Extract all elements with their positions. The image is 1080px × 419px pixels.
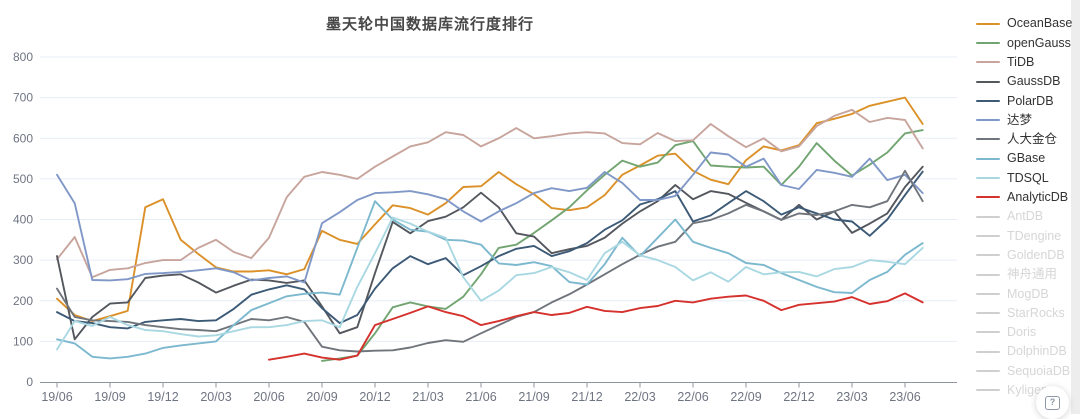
svg-text:21/03: 21/03 (412, 390, 443, 404)
legend-line-swatch (976, 196, 1000, 199)
legend-item-SequoiaDB[interactable]: SequoiaDB (976, 361, 1072, 380)
legend-line-swatch (976, 292, 1000, 295)
legend-item-MogDB[interactable]: MogDB (976, 284, 1072, 303)
legend-label: MogDB (1007, 286, 1049, 301)
legend-item-StarRocks[interactable]: StarRocks (976, 303, 1072, 322)
legend-line-swatch (976, 99, 1000, 102)
svg-text:22/06: 22/06 (677, 390, 708, 404)
legend-item-GBase[interactable]: GBase (976, 149, 1072, 168)
legend-item-神舟通用[interactable]: 神舟通用 (976, 265, 1072, 284)
legend-item-AnalyticDB[interactable]: AnalyticDB (976, 188, 1072, 207)
legend-item-PolarDB[interactable]: PolarDB (976, 91, 1072, 110)
legend-line-swatch (976, 157, 1000, 160)
svg-text:22/09: 22/09 (730, 390, 761, 404)
page-title: 墨天轮中国数据库流行度排行 (325, 16, 534, 33)
legend-item-OceanBase[interactable]: OceanBase (976, 14, 1072, 33)
series-line-TDSQL[interactable] (56, 216, 924, 351)
svg-text:22/03: 22/03 (624, 390, 655, 404)
svg-text:23/06: 23/06 (889, 390, 920, 404)
svg-text:600: 600 (13, 131, 33, 145)
help-button[interactable]: ? (1036, 386, 1069, 419)
svg-text:21/12: 21/12 (571, 390, 602, 404)
series-line-PolarDB[interactable] (56, 170, 924, 330)
legend-label: openGauss (1007, 35, 1071, 50)
legend-label: GaussDB (1007, 74, 1061, 89)
svg-text:700: 700 (13, 91, 33, 105)
svg-text:23/03: 23/03 (836, 390, 867, 404)
legend-label: TiDB (1007, 54, 1035, 69)
legend-item-Doris[interactable]: Doris (976, 323, 1072, 342)
svg-text:0: 0 (26, 375, 33, 389)
legend-label: AntDB (1007, 209, 1044, 224)
svg-text:200: 200 (13, 294, 33, 308)
legend-item-AntDB[interactable]: AntDB (976, 207, 1072, 226)
legend-line-swatch (976, 138, 1000, 141)
legend-line-swatch (976, 22, 1000, 25)
svg-text:500: 500 (13, 172, 33, 186)
legend-item-TiDB[interactable]: TiDB (976, 53, 1072, 72)
legend-line-swatch (976, 215, 1000, 218)
svg-text:20/12: 20/12 (359, 390, 390, 404)
legend-label: OceanBase (1007, 16, 1073, 31)
legend-item-openGauss[interactable]: openGauss (976, 33, 1072, 52)
legend-label: 神舟通用 (1007, 267, 1058, 282)
svg-text:19/09: 19/09 (94, 390, 125, 404)
svg-text:20/03: 20/03 (200, 390, 231, 404)
legend-label: StarRocks (1007, 305, 1065, 320)
legend-item-GaussDB[interactable]: GaussDB (976, 72, 1072, 91)
legend-label: GBase (1007, 151, 1046, 166)
page-right-edge (1071, 0, 1080, 414)
legend-label: PolarDB (1007, 93, 1054, 108)
chart-legend: OceanBase openGauss TiDB GaussDB PolarDB 达梦人大… (976, 14, 1072, 400)
svg-text:800: 800 (13, 50, 33, 64)
svg-text:19/12: 19/12 (147, 390, 178, 404)
svg-text:21/09: 21/09 (518, 390, 549, 404)
legend-label: AnalyticDB (1007, 190, 1069, 205)
svg-text:19/06: 19/06 (41, 390, 72, 404)
legend-label: GoldenDB (1007, 247, 1065, 262)
legend-item-达梦[interactable]: 达梦 (976, 110, 1072, 129)
question-icon: ? (1045, 395, 1060, 410)
legend-label: TDSQL (1007, 170, 1049, 185)
legend-line-swatch (976, 254, 1000, 257)
legend-label: 达梦 (1007, 112, 1033, 127)
legend-line-swatch (976, 350, 1000, 353)
legend-label: DolphinDB (1007, 344, 1067, 359)
svg-text:20/06: 20/06 (253, 390, 284, 404)
legend-label: SequoiaDB (1007, 363, 1071, 378)
svg-text:20/09: 20/09 (306, 390, 337, 404)
series-line-TiDB[interactable] (56, 108, 924, 279)
legend-line-swatch (976, 41, 1000, 44)
legend-line-swatch (976, 234, 1000, 237)
series-line-达梦[interactable] (56, 151, 924, 284)
svg-text:22/12: 22/12 (783, 390, 814, 404)
legend-line-swatch (976, 61, 1000, 64)
legend-label: TDengine (1007, 228, 1062, 243)
svg-text:100: 100 (13, 334, 33, 348)
legend-item-DolphinDB[interactable]: DolphinDB (976, 342, 1072, 361)
legend-item-GoldenDB[interactable]: GoldenDB (976, 246, 1072, 265)
svg-text:21/06: 21/06 (465, 390, 496, 404)
legend-line-swatch (976, 312, 1000, 315)
legend-item-TDSQL[interactable]: TDSQL (976, 168, 1072, 187)
svg-text:400: 400 (13, 213, 33, 227)
series-line-openGauss[interactable] (321, 129, 924, 362)
legend-label: Doris (1007, 325, 1037, 340)
legend-line-swatch (976, 177, 1000, 180)
legend-line-swatch (976, 119, 1000, 122)
legend-line-swatch (976, 369, 1000, 372)
legend-line-swatch (976, 80, 1000, 83)
svg-text:300: 300 (13, 253, 33, 267)
popularity-line-chart[interactable]: 0 100 200 300 400 500 600 700 800 19/06 19/09 19/12… (0, 0, 968, 414)
legend-line-swatch (976, 331, 1000, 334)
series-line-人大金仓[interactable] (56, 169, 924, 353)
legend-item-人大金仓[interactable]: 人大金仓 (976, 130, 1072, 149)
legend-line-swatch (976, 389, 1000, 392)
legend-line-swatch (976, 273, 1000, 276)
series-line-AnalyticDB[interactable] (268, 292, 924, 361)
legend-item-TDengine[interactable]: TDengine (976, 226, 1072, 245)
legend-label: 人大金仓 (1007, 132, 1058, 147)
